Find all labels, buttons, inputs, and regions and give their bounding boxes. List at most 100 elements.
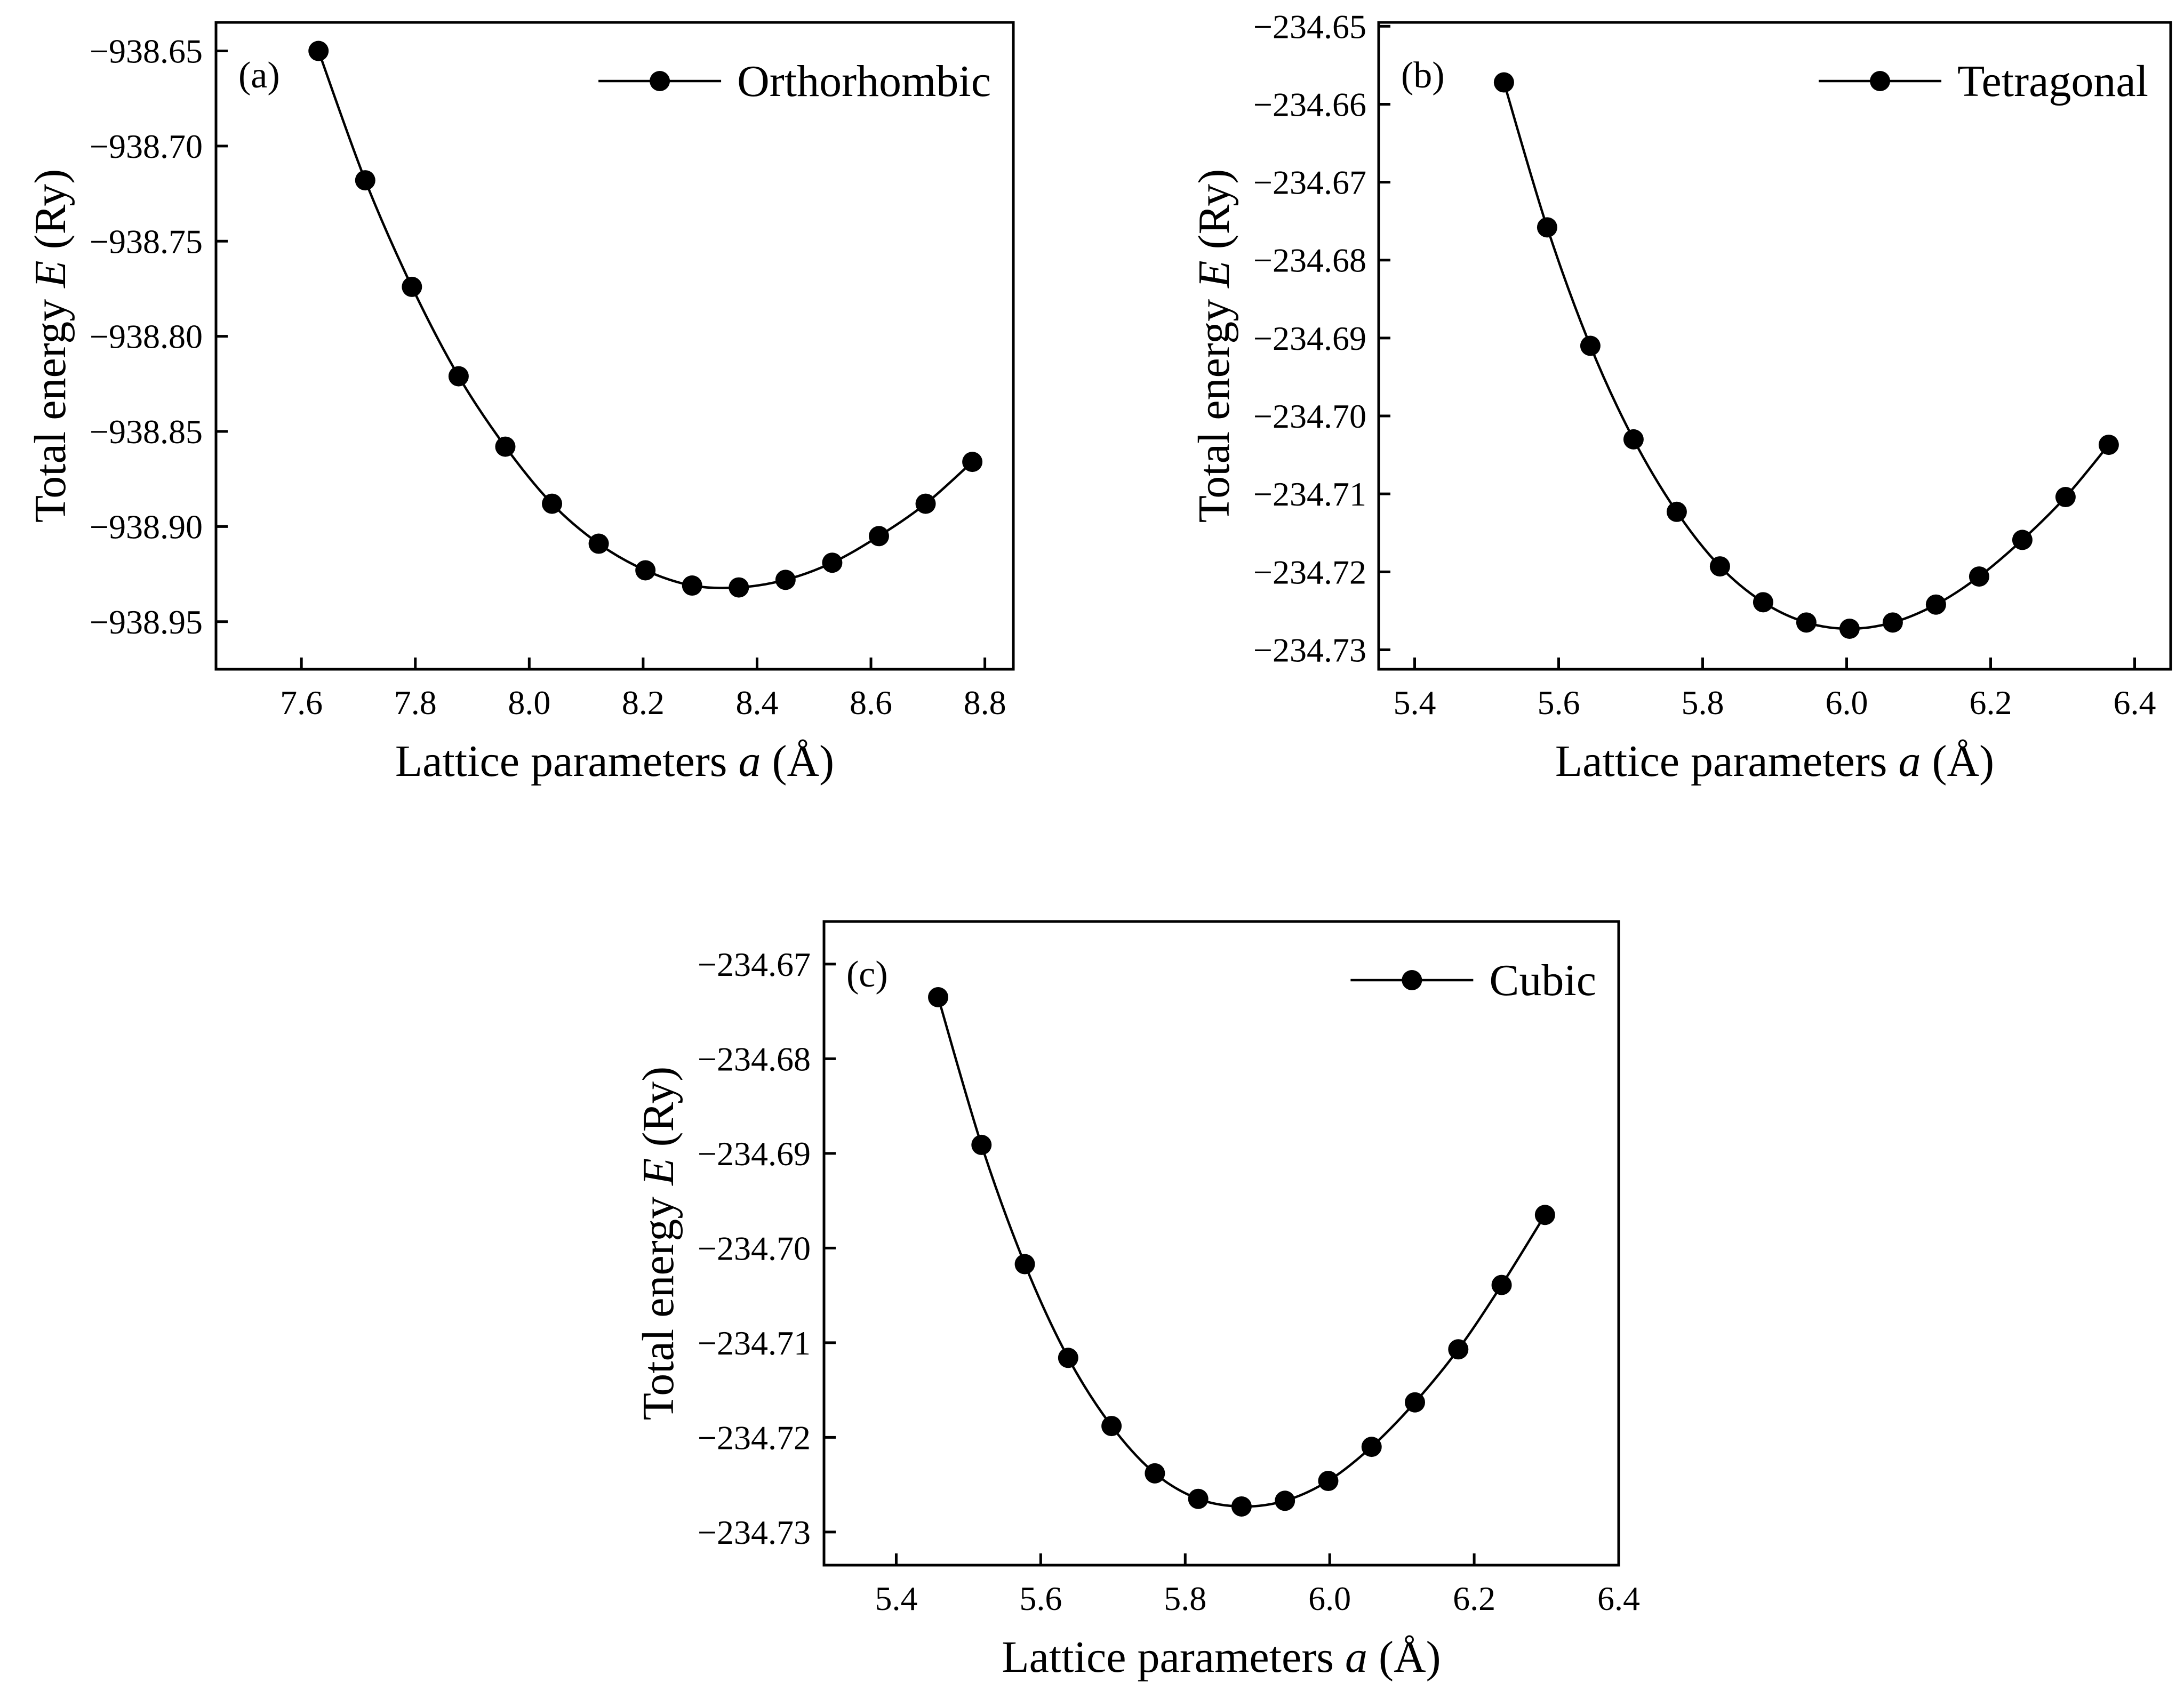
data-point (588, 533, 609, 554)
x-axis-title-text: Lattice parameters (395, 736, 739, 786)
x-tick-label: 7.8 (394, 684, 437, 722)
y-axis-title: Total energy E (Ry) (634, 1067, 683, 1420)
y-tick-label: −234.72 (1253, 553, 1366, 591)
y-tick-label: −234.66 (1253, 85, 1366, 123)
x-axis-unit: (Å) (1921, 736, 1995, 786)
data-point (1145, 1463, 1165, 1484)
data-point (1361, 1437, 1382, 1457)
x-tick-label: 6.4 (2114, 684, 2156, 722)
data-point (2098, 435, 2119, 455)
x-tick-label: 8.6 (850, 684, 892, 722)
x-tick-label: 8.2 (622, 684, 665, 722)
y-tick-label: −938.95 (90, 603, 203, 641)
y-tick-label: −234.70 (1253, 397, 1366, 435)
y-axis-title: Total energy E (Ry) (26, 169, 75, 523)
data-point (308, 41, 329, 61)
x-axis-title-text: Lattice parameters (1002, 1632, 1345, 1682)
y-tick-label: −234.68 (1253, 242, 1366, 279)
x-tick-label: 5.8 (1164, 1580, 1206, 1617)
data-point (1534, 1205, 1555, 1225)
y-tick-label: −938.90 (90, 508, 203, 546)
panel-label: (c) (846, 954, 888, 995)
y-tick-label: −234.65 (1253, 7, 1366, 45)
data-point (1405, 1392, 1426, 1413)
x-tick-label: 5.4 (1394, 684, 1436, 722)
y-tick-label: −234.68 (698, 1040, 811, 1078)
data-point (2055, 487, 2076, 508)
data-point (1882, 612, 1903, 633)
x-tick-label: 7.6 (280, 684, 323, 722)
y-axis-unit: (Ry) (26, 169, 75, 261)
data-point (729, 577, 749, 598)
y-axis-title-text: Total energy (26, 288, 75, 523)
data-point (402, 276, 422, 297)
data-point (1623, 429, 1644, 450)
data-point (1448, 1339, 1469, 1360)
data-point (971, 1134, 992, 1155)
data-point (542, 493, 563, 514)
data-point (1796, 612, 1817, 633)
x-tick-label: 8.4 (735, 684, 778, 722)
data-point (1753, 592, 1773, 613)
x-tick-label: 8.0 (508, 684, 550, 722)
data-point (495, 436, 516, 457)
x-tick-label: 6.2 (1970, 684, 2012, 722)
y-tick-label: −938.80 (90, 318, 203, 356)
panel-label: (b) (1401, 55, 1445, 96)
panel-a: 7.6 7.8 8.0 8.2 8.4 8.6 8.8 −938.65 −938.70 −938.… (26, 21, 1015, 786)
y-axis-title-text: Total energy (1189, 288, 1239, 523)
data-point (1969, 566, 1989, 587)
plot-frame (214, 21, 1015, 671)
y-axis-unit: (Ry) (634, 1067, 683, 1158)
data-point (1101, 1416, 1122, 1437)
y-axis-title: Total energy E (Ry) (1189, 169, 1239, 523)
y-tick-label: −234.69 (698, 1135, 811, 1173)
data-point (1275, 1490, 1295, 1511)
x-axis-variable: a (1345, 1632, 1367, 1682)
data-point (915, 493, 936, 514)
data-point (1580, 335, 1601, 356)
data-point (1839, 619, 1860, 639)
x-axis-title: Lattice parameters a (Å) (1555, 736, 1994, 786)
panel-b: 5.4 5.6 5.8 6.0 6.2 6.4 −234.65 −234.66 −234.67 −… (1189, 7, 2172, 786)
panel-c: 5.4 5.6 5.8 6.0 6.2 6.4 −234.67 −234.68 −234.69 −… (634, 920, 1640, 1682)
x-axis-variable: a (739, 736, 761, 786)
y-axis-variable: E (1189, 260, 1239, 288)
plot-frame (1377, 21, 2172, 671)
plot-frame (822, 920, 1620, 1567)
data-point (1537, 217, 1557, 238)
y-axis-title-text: Total energy (634, 1185, 683, 1420)
data-point (1058, 1348, 1078, 1368)
y-tick-label: −938.75 (90, 222, 203, 260)
y-tick-label: −234.71 (1253, 475, 1366, 513)
data-point (682, 575, 702, 596)
x-tick-label: 6.4 (1597, 1580, 1640, 1617)
legend-marker (1870, 71, 1891, 91)
series-line (317, 50, 973, 589)
y-tick-label: −234.73 (698, 1513, 811, 1551)
data-point (1925, 594, 1946, 615)
y-tick-label: −938.85 (90, 413, 203, 451)
data-point (2012, 530, 2033, 550)
data-point (928, 987, 949, 1007)
y-tick-label: −234.73 (1253, 631, 1366, 669)
data-point (448, 366, 469, 387)
x-axis-variable: a (1899, 736, 1921, 786)
data-point (962, 452, 983, 472)
y-tick-label: −234.67 (698, 945, 811, 983)
x-tick-label: 5.6 (1019, 1580, 1062, 1617)
data-point (1666, 501, 1687, 522)
y-tick-label: −234.70 (698, 1229, 811, 1267)
y-tick-label: −234.67 (1253, 164, 1366, 202)
data-point (355, 170, 375, 191)
data-point (1188, 1488, 1209, 1509)
x-tick-label: 8.8 (964, 684, 1006, 722)
x-tick-label: 6.0 (1826, 684, 1868, 722)
y-axis-variable: E (26, 260, 75, 288)
x-axis-title-text: Lattice parameters (1555, 736, 1899, 786)
data-point (775, 570, 796, 590)
x-tick-label: 6.2 (1453, 1580, 1495, 1617)
data-point (1231, 1496, 1252, 1517)
series-line (937, 997, 1546, 1508)
